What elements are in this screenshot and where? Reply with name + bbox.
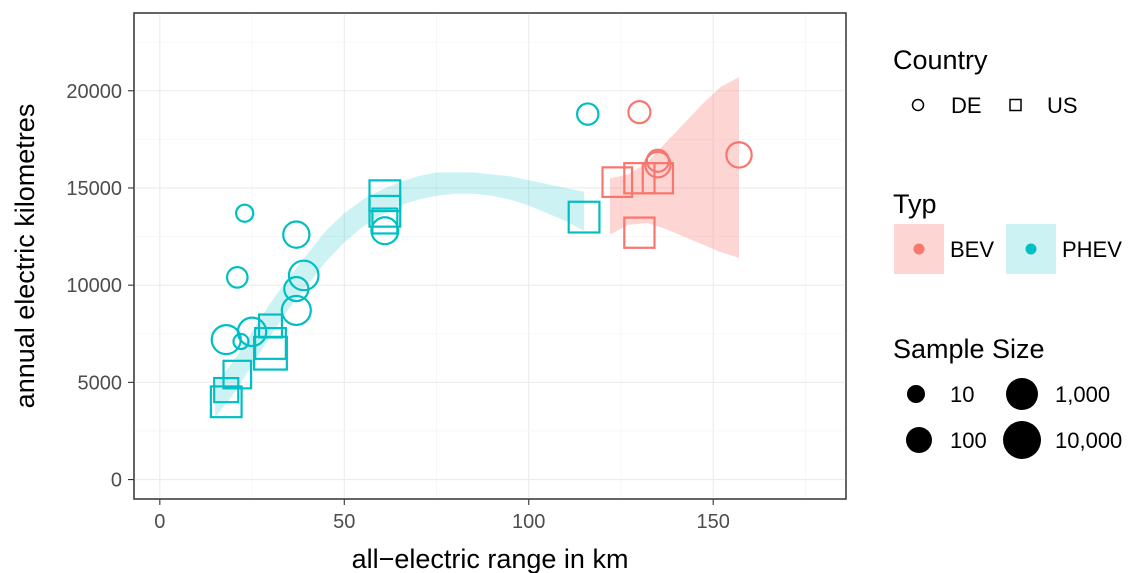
legend-typ-title: Typ [893,189,937,219]
data-point-phev-us [222,359,253,390]
data-point-bev-de [725,141,753,169]
legend-country-title: Country [893,45,988,75]
data-point-bev-us [601,166,634,199]
data-point-phev-de [287,259,320,292]
data-point-bev-de [627,100,652,125]
data-point-phev-de [576,102,600,126]
confidence-band-phev [215,172,585,418]
legend-size-1000-dot-icon [1006,378,1038,410]
confidence-bands [215,77,739,418]
data-point-phev-de [280,294,312,327]
x-tick-label: 150 [697,511,730,533]
legend-phev-label: PHEV [1062,237,1122,262]
data-point-bev-de [644,150,672,179]
legend-phev-dot-icon [1025,243,1037,255]
legend-size-100-dot-icon [906,427,932,453]
plot-panel [133,12,847,500]
data-point-bev-us [641,162,675,195]
legend-us-square-icon [1009,98,1022,112]
grid [134,13,846,499]
data-point-phev-us [257,313,284,339]
y-tick-label: 10000 [66,275,122,297]
y-tick-label: 0 [111,470,122,492]
confidence-band-bev [609,77,739,258]
data-point-phev-de [232,332,250,351]
data-point-phev-us [254,327,287,360]
axes: 0 50 100 150 0 5000 10000 15000 20000 [66,81,730,533]
data-point-bev-us [623,216,656,249]
legend-bev-dot-icon [913,243,925,255]
legend: Country DE US Typ BEV PHEV Sample Size 1… [893,45,1122,459]
legend-size-10-label: 10 [950,382,974,407]
legend-us-label: US [1047,93,1078,118]
data-point-bev-us [623,162,656,195]
legend-size-10000-dot-icon [1003,421,1041,459]
data-point-phev-de [235,203,255,223]
x-tick-label: 100 [512,511,545,533]
data-point-phev-de [225,266,249,289]
data-points [209,100,753,419]
y-axis-title: annual electric kilometres [10,104,40,409]
x-axis-title: all−electric range in km [352,544,629,573]
data-point-phev-us [368,194,402,228]
y-tick-label: 20000 [66,81,122,103]
y-tick-label: 5000 [78,372,123,394]
y-tick-label: 15000 [66,178,122,200]
data-point-phev-us [371,207,399,235]
legend-bev-label: BEV [950,237,994,262]
data-point-phev-us [209,385,243,419]
legend-de-circle-icon [911,98,925,112]
legend-sample-size-title: Sample Size [893,334,1045,364]
legend-size-1000-label: 1,000 [1055,382,1110,407]
legend-size-10000-label: 10,000 [1055,428,1122,453]
data-point-phev-de [370,216,400,246]
x-tick-label: 0 [154,511,165,533]
data-point-phev-us [567,200,601,234]
data-point-phev-de [282,220,311,249]
x-tick-label: 50 [333,511,355,533]
plot-border [133,12,847,500]
legend-size-100-label: 100 [950,428,987,453]
data-point-phev-us [213,376,240,404]
legend-size-10-dot-icon [907,385,925,403]
legend-de-label: DE [951,93,982,118]
data-point-phev-de [236,316,268,348]
